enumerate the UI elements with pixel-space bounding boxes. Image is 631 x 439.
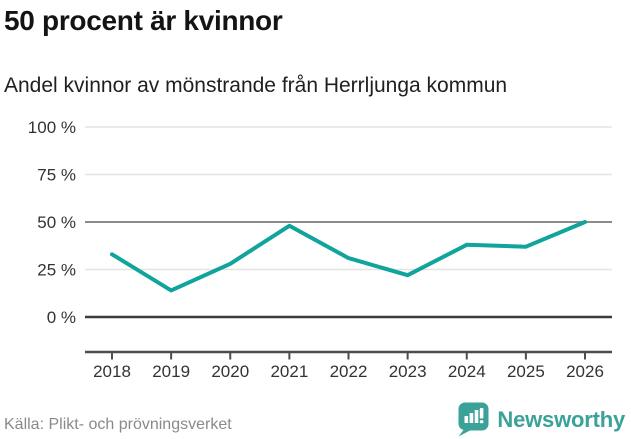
chart-title: 50 procent är kvinnor — [4, 5, 283, 36]
speech-bubble-shape — [458, 402, 489, 437]
x-tick-label: 2022 — [330, 362, 368, 381]
x-tick-label: 2025 — [507, 362, 545, 381]
x-tick-label: 2018 — [93, 362, 131, 381]
exclamation-stem — [480, 408, 484, 419]
y-tick-label: 25 % — [37, 261, 76, 280]
x-tick-label: 2023 — [389, 362, 427, 381]
brand-name: Newsworthy — [497, 406, 625, 432]
line-chart: 0 % 25 % 50 % 75 % 100 % 2018 2019 2020 2021 2022… — [28, 118, 612, 381]
x-tick-label: 2020 — [211, 362, 249, 381]
x-tick-label: 2026 — [566, 362, 604, 381]
x-tick-label: 2019 — [152, 362, 190, 381]
newsworthy-logo-icon — [458, 402, 489, 437]
x-tick-label: 2024 — [448, 362, 486, 381]
bar-medium — [470, 413, 474, 423]
newsworthy-brand: Newsworthy — [458, 402, 625, 437]
y-tick-label: 100 % — [28, 118, 76, 137]
bar-small — [464, 416, 469, 423]
y-tick-label: 50 % — [37, 213, 76, 232]
bar-tall — [475, 410, 479, 423]
x-tick-label: 2021 — [270, 362, 308, 381]
data-line — [110, 220, 587, 293]
y-tick-label: 0 % — [47, 308, 76, 327]
chart-subtitle: Andel kvinnor av mönstrande från Herrlju… — [4, 74, 508, 97]
exclamation-dot — [480, 420, 484, 424]
y-tick-label: 75 % — [37, 166, 76, 185]
source-attribution: Källa: Plikt- och prövningsverket — [4, 416, 232, 433]
